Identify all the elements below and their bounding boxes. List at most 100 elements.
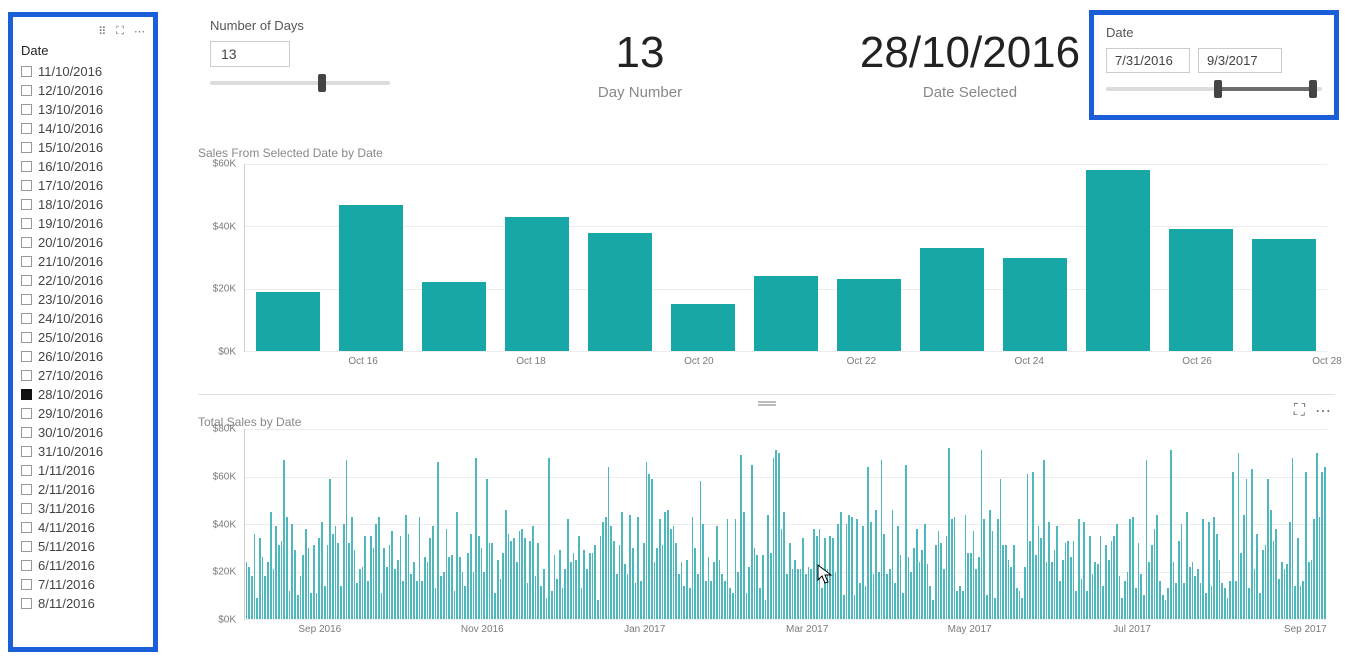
chart1-bars (245, 164, 1327, 351)
date-list-item[interactable]: 11/10/2016 (21, 62, 145, 81)
checkbox-icon[interactable] (21, 313, 32, 324)
date-item-label: 11/10/2016 (38, 62, 102, 81)
checkbox-icon[interactable] (21, 522, 32, 533)
checkbox-icon[interactable] (21, 104, 32, 115)
date-list-item[interactable]: 8/11/2016 (21, 594, 145, 613)
date-list-item[interactable]: 31/10/2016 (21, 442, 145, 461)
day-number-label: Day Number (540, 84, 740, 101)
checkbox-icon[interactable] (21, 123, 32, 134)
date-list-item[interactable]: 25/10/2016 (21, 328, 145, 347)
checkbox-icon[interactable] (21, 427, 32, 438)
number-of-days-control[interactable]: Number of Days 13 (210, 18, 390, 85)
date-list-item[interactable]: 12/10/2016 (21, 81, 145, 100)
chart1-title: Sales From Selected Date by Date (198, 146, 1335, 160)
date-list-item[interactable]: 27/10/2016 (21, 366, 145, 385)
date-slicer-title: Date (21, 43, 145, 58)
date-item-label: 17/10/2016 (38, 176, 103, 195)
checkbox-icon[interactable] (21, 161, 32, 172)
date-list-item[interactable]: 5/11/2016 (21, 537, 145, 556)
date-list-item[interactable]: 28/10/2016 (21, 385, 145, 404)
date-item-label: 1/11/2016 (38, 461, 95, 480)
date-range-start[interactable]: 7/31/2016 (1106, 48, 1190, 73)
date-item-label: 19/10/2016 (38, 214, 103, 233)
date-list-item[interactable]: 24/10/2016 (21, 309, 145, 328)
date-list-item[interactable]: 26/10/2016 (21, 347, 145, 366)
date-list-item[interactable]: 29/10/2016 (21, 404, 145, 423)
date-list-item[interactable]: 22/10/2016 (21, 271, 145, 290)
date-list-item[interactable]: 30/10/2016 (21, 423, 145, 442)
date-list-item[interactable]: 7/11/2016 (21, 575, 145, 594)
date-item-label: 2/11/2016 (38, 480, 95, 499)
checkbox-icon[interactable] (21, 541, 32, 552)
checkbox-icon[interactable] (21, 465, 32, 476)
date-slicer-panel[interactable]: ⠿ ⛶ ⋯ Date 11/10/201612/10/201613/10/201… (8, 12, 158, 652)
checkbox-icon[interactable] (21, 275, 32, 286)
date-list-item[interactable]: 16/10/2016 (21, 157, 145, 176)
checkbox-icon[interactable] (21, 199, 32, 210)
slider-handle[interactable] (318, 74, 326, 92)
chart1-x-axis: Oct 16Oct 18Oct 20Oct 22Oct 24Oct 26Oct … (244, 356, 1327, 376)
total-sales-by-date-chart[interactable]: ⛶ ⋯ Total Sales by Date $0K$20K$40K$60K$… (198, 394, 1335, 644)
date-item-label: 3/11/2016 (38, 499, 95, 518)
date-list-item[interactable]: 1/11/2016 (21, 461, 145, 480)
date-list-item[interactable]: 21/10/2016 (21, 252, 145, 271)
checkbox-icon[interactable] (21, 180, 32, 191)
more-options-icon[interactable]: ⋯ (1315, 401, 1331, 421)
date-range-slider[interactable] (1106, 87, 1322, 91)
date-list-item[interactable]: 17/10/2016 (21, 176, 145, 195)
checkbox-icon[interactable] (21, 85, 32, 96)
date-list[interactable]: 11/10/201612/10/201613/10/201614/10/2016… (21, 62, 145, 613)
date-list-item[interactable]: 19/10/2016 (21, 214, 145, 233)
date-item-label: 6/11/2016 (38, 556, 95, 575)
date-item-label: 31/10/2016 (38, 442, 103, 461)
checkbox-icon[interactable] (21, 503, 32, 514)
checkbox-icon[interactable] (21, 66, 32, 77)
chart2-y-axis: $0K$20K$40K$60K$80K (198, 429, 240, 620)
checkbox-icon[interactable] (21, 237, 32, 248)
checkbox-icon[interactable] (21, 142, 32, 153)
checkbox-icon[interactable] (21, 218, 32, 229)
date-item-label: 7/11/2016 (38, 575, 95, 594)
drag-handle-icon[interactable] (758, 401, 776, 403)
checkbox-icon[interactable] (21, 446, 32, 457)
chart2-bars (245, 429, 1327, 619)
focus-mode-icon[interactable]: ⛶ (116, 25, 124, 38)
date-list-item[interactable]: 14/10/2016 (21, 119, 145, 138)
number-of-days-slider[interactable] (210, 81, 390, 85)
checkbox-icon[interactable] (21, 579, 32, 590)
date-list-item[interactable]: 23/10/2016 (21, 290, 145, 309)
date-item-label: 27/10/2016 (38, 366, 103, 385)
chart2-title: Total Sales by Date (198, 415, 1335, 429)
date-list-item[interactable]: 4/11/2016 (21, 518, 145, 537)
checkbox-icon[interactable] (21, 351, 32, 362)
date-list-item[interactable]: 18/10/2016 (21, 195, 145, 214)
date-list-item[interactable]: 20/10/2016 (21, 233, 145, 252)
checkbox-icon[interactable] (21, 256, 32, 267)
date-list-item[interactable]: 13/10/2016 (21, 100, 145, 119)
day-number-card: 13 Day Number (540, 28, 740, 101)
date-range-panel[interactable]: Date 7/31/2016 9/3/2017 (1089, 10, 1339, 120)
checkbox-icon[interactable] (21, 389, 32, 400)
slider-handle-end[interactable] (1309, 80, 1317, 98)
number-of-days-value[interactable]: 13 (210, 41, 290, 67)
checkbox-icon[interactable] (21, 560, 32, 571)
date-item-label: 12/10/2016 (38, 81, 103, 100)
checkbox-icon[interactable] (21, 332, 32, 343)
sales-from-selected-date-chart[interactable]: Sales From Selected Date by Date $0K$20K… (198, 146, 1335, 376)
chart2-plot-area (244, 429, 1327, 620)
chart1-y-axis: $0K$20K$40K$60K (198, 164, 240, 352)
more-options-icon[interactable]: ⋯ (134, 25, 145, 38)
slider-handle-start[interactable] (1214, 80, 1222, 98)
date-list-item[interactable]: 3/11/2016 (21, 499, 145, 518)
checkbox-icon[interactable] (21, 370, 32, 381)
checkbox-icon[interactable] (21, 294, 32, 305)
date-list-item[interactable]: 15/10/2016 (21, 138, 145, 157)
checkbox-icon[interactable] (21, 598, 32, 609)
checkbox-icon[interactable] (21, 408, 32, 419)
date-list-item[interactable]: 2/11/2016 (21, 480, 145, 499)
focus-mode-icon[interactable]: ⛶ (1294, 402, 1305, 420)
date-range-end[interactable]: 9/3/2017 (1198, 48, 1282, 73)
date-list-item[interactable]: 6/11/2016 (21, 556, 145, 575)
checkbox-icon[interactable] (21, 484, 32, 495)
date-range-label: Date (1106, 25, 1322, 40)
